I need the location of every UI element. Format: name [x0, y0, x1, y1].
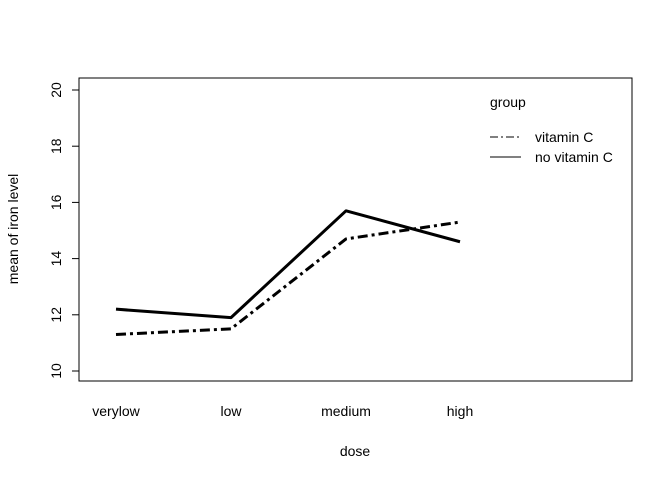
- y-tick-label: 18: [48, 138, 64, 154]
- y-tick-label: 10: [48, 363, 64, 379]
- x-tick-label: verylow: [92, 403, 140, 419]
- y-axis-title: mean of iron level: [5, 174, 21, 285]
- x-tick-label: high: [447, 403, 473, 419]
- series-lines: [115, 209, 461, 336]
- y-tick-label: 12: [48, 307, 64, 323]
- x-tick-label: low: [220, 403, 242, 419]
- plot-frame: [78, 77, 633, 382]
- legend-label-no-vitamin-c: no vitamin C: [535, 149, 613, 165]
- series-line-no-vitamin-c: [115, 209, 461, 320]
- x-axis-title: dose: [340, 443, 371, 459]
- legend-title: group: [490, 94, 526, 110]
- legend-label-vitamin-c: vitamin C: [535, 129, 593, 145]
- y-tick-label: 14: [48, 251, 64, 267]
- y-axis: 10 12 14 16 18 20: [48, 82, 80, 379]
- legend: group vitamin C no vitamin C: [490, 94, 613, 165]
- y-tick-label: 20: [48, 82, 64, 98]
- series-line-vitamin-c: [115, 220, 461, 336]
- x-tick-label: medium: [321, 403, 371, 419]
- x-axis-tick-labels: verylow low medium high: [92, 403, 473, 419]
- y-tick-label: 16: [48, 194, 64, 210]
